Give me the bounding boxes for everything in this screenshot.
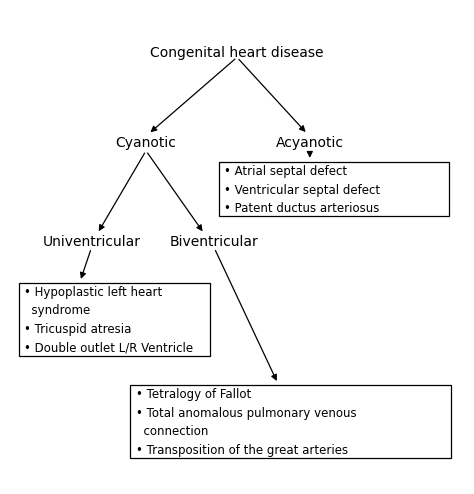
FancyBboxPatch shape: [130, 384, 451, 458]
Text: • Tetralogy of Fallot
• Total anomalous pulmonary venous
  connection
• Transpos: • Tetralogy of Fallot • Total anomalous …: [136, 388, 356, 457]
Text: Biventricular: Biventricular: [170, 235, 259, 249]
Text: Congenital heart disease: Congenital heart disease: [150, 45, 324, 60]
Text: • Atrial septal defect
• Ventricular septal defect
• Patent ductus arteriosus: • Atrial septal defect • Ventricular sep…: [224, 165, 380, 215]
Text: • Hypoplastic left heart
  syndrome
• Tricuspid atresia
• Double outlet L/R Vent: • Hypoplastic left heart syndrome • Tric…: [24, 286, 193, 354]
FancyBboxPatch shape: [219, 162, 448, 216]
Text: Acyanotic: Acyanotic: [276, 136, 344, 150]
FancyBboxPatch shape: [18, 283, 210, 356]
Text: Cyanotic: Cyanotic: [116, 136, 176, 150]
Text: Univentricular: Univentricular: [42, 235, 140, 249]
